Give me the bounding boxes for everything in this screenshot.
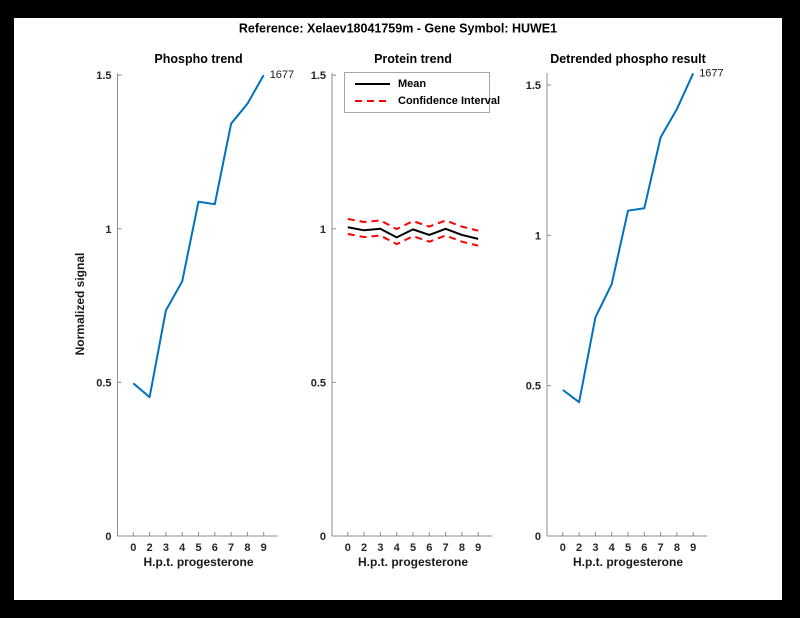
x-tick-label: 3 [377,542,383,554]
y-tick-label: 0.5 [311,377,326,389]
x-tick-label: 7 [658,542,664,554]
y-tick-label: 0 [105,531,111,543]
legend-item-confidence-interval: Confidence Interval [355,93,500,109]
x-tick-label: 9 [690,542,696,554]
y-tick-label: 1 [105,224,111,236]
detrended-phospho-signal-line [562,72,695,404]
subplot3-title: Detrended phospho result [550,52,706,66]
y-tick-label: 1.5 [311,70,326,82]
x-tick-label: 9 [475,542,481,554]
y-axis-label: Normalized signal [73,253,87,356]
x-tick-label: 3 [592,542,598,554]
x-tick-label: 8 [459,542,465,554]
subplot1-title: Phospho trend [154,52,242,66]
subplot1-xlabel: H.p.t. progesterone [143,555,253,569]
mean-line [347,226,479,240]
subplot2-xlabel: H.p.t. progesterone [358,555,468,569]
x-tick-label: 2 [361,542,367,554]
y-tick-label: 0.5 [96,377,111,389]
x-tick-label: 2 [576,542,582,554]
y-tick-label: 1.5 [96,70,111,82]
subplot3-xlabel: H.p.t. progesterone [573,555,683,569]
x-tick-label: 9 [261,542,267,554]
x-tick-label: 6 [426,542,432,554]
x-tick-label: 2 [147,542,153,554]
axes-layer: 00.511.50 2 3 4 5 6 7 8 900.511.50 2 3 4 5 6 7 8 900.511… [96,70,707,554]
y-tick-label: 1 [535,230,541,242]
figure-title: Reference: Xelaev18041759m - Gene Symbol… [239,22,557,36]
x-tick-label: 6 [212,542,218,554]
x-tick-label: 8 [244,542,250,554]
y-tick-label: 0 [535,531,541,543]
x-tick-label: 0 [130,542,136,554]
x-tick-label: 7 [443,542,449,554]
x-tick-label: 5 [410,542,416,554]
x-tick-label: 4 [394,542,401,554]
phospho-signal-line [132,74,265,399]
legend-box: Mean Confidence Interval [344,72,500,113]
y-tick-label: 0.5 [526,381,541,393]
ci-line-sample-icon [355,99,390,103]
x-tick-label: 6 [641,542,647,554]
x-tick-label: 3 [163,542,169,554]
y-tick-label: 1.5 [526,80,541,92]
figure-canvas: Reference: Xelaev18041759m - Gene Symbol… [14,18,782,600]
subplot2-title: Protein trend [374,52,452,66]
x-tick-label: 4 [179,542,186,554]
y-tick-label: 1 [320,224,326,236]
x-tick-label: 7 [228,542,234,554]
series-layer: 1677 1677 [132,67,724,404]
x-tick-label: 8 [674,542,680,554]
endpoint-annotation: 1677 [699,67,723,79]
ci-lower-line [347,233,479,247]
y-tick-label: 0 [320,531,326,543]
x-tick-label: 0 [560,542,566,554]
endpoint-annotation: 1677 [270,69,294,81]
legend-label: Mean [398,78,427,90]
mean-line-sample-icon [355,82,390,86]
x-tick-label: 4 [609,542,616,554]
x-tick-label: 5 [195,542,201,554]
plots-canvas: Reference: Xelaev18041759m - Gene Symbol… [73,22,724,570]
legend-item-mean: Mean [355,76,483,92]
x-tick-label: 5 [625,542,631,554]
x-tick-label: 0 [345,542,351,554]
legend-label: Confidence Interval [398,95,501,107]
